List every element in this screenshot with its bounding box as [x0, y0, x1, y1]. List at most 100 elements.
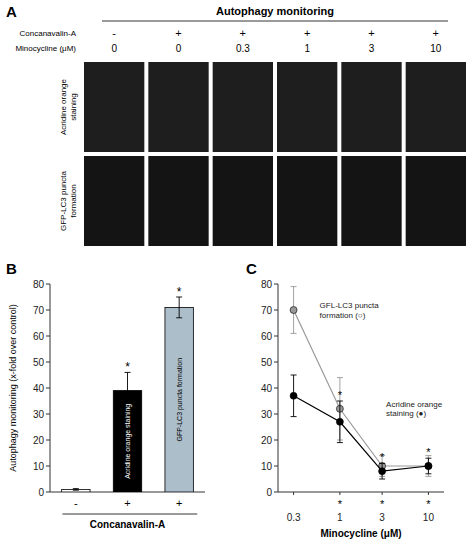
column-sign: + [240, 27, 246, 39]
significance-mark: * [338, 389, 343, 401]
y-tick-label: 20 [33, 435, 45, 446]
significance-mark: * [426, 498, 431, 510]
error-bar [125, 372, 131, 408]
column-label: 3 [369, 43, 375, 54]
y-tick [274, 362, 278, 363]
error-bar [425, 456, 431, 477]
x-tick [293, 492, 294, 495]
y-tick-label: 30 [33, 409, 45, 420]
y-tick-label: 50 [33, 357, 45, 368]
point [336, 418, 343, 425]
error-bar [425, 458, 431, 474]
bar-label: GFP-LC3 puncta formation [176, 358, 184, 442]
error-bar-stem [179, 297, 180, 318]
error-bar-cap [425, 473, 431, 474]
header-rule [102, 21, 448, 22]
bar-texts: *Acridine orange staining*GFP-LC3 puncta… [124, 285, 184, 479]
y-tick [46, 284, 50, 285]
image-placeholder [213, 156, 273, 246]
text-line: GFL-LC3 puncta [320, 301, 380, 310]
y-tick-label: 80 [33, 279, 45, 290]
panel-letter: A [6, 3, 17, 20]
y-tick [46, 414, 50, 415]
y-tick-label: 0 [266, 487, 272, 498]
y-tick-label: 40 [33, 383, 45, 394]
x-axis-label: Minocycline (μM) [320, 528, 401, 539]
y-tick-label: 10 [261, 461, 273, 472]
row-label: Concanavalin-A [20, 29, 77, 38]
series [290, 287, 432, 477]
column-label: 10 [430, 43, 442, 54]
significance-mark: * [426, 446, 431, 458]
image-placeholder [277, 62, 337, 152]
error-bar-cap [291, 375, 297, 376]
y-tick [46, 440, 50, 441]
panel-letter: C [246, 260, 257, 277]
text-line: Acridine orange [59, 78, 68, 135]
text-line: formation [68, 184, 77, 217]
column-sign: + [175, 27, 181, 39]
y-tick-label: 40 [261, 383, 273, 394]
error-bar-stem [127, 372, 128, 408]
y-tick [46, 362, 50, 363]
error-bar-cap [425, 476, 431, 477]
bar-label: Acridine orange staining [124, 404, 132, 479]
y-tick [274, 310, 278, 311]
y-tick [46, 336, 50, 337]
bar [62, 489, 90, 492]
x-tick-label: + [176, 497, 182, 509]
column-sign: + [433, 27, 439, 39]
bar [113, 391, 141, 492]
y-tick [46, 310, 50, 311]
y-tick [274, 440, 278, 441]
y-tick [274, 336, 278, 337]
x-tick [428, 492, 429, 495]
error-bar-cap [379, 479, 385, 480]
error-bar-cap [337, 442, 343, 443]
image-placeholder [341, 156, 401, 246]
image-placeholder [341, 62, 401, 152]
point [425, 463, 432, 470]
y-tick-label: 20 [261, 435, 273, 446]
point [290, 392, 297, 399]
x-tick-label: + [124, 497, 130, 509]
y-tick [274, 284, 278, 285]
image-placeholder [148, 62, 208, 152]
point [425, 463, 432, 470]
text-line: staining [68, 93, 77, 121]
x-tick-label: 10 [423, 512, 435, 523]
y-tick-label: 50 [261, 357, 273, 368]
image-row-label: Acridine orangestaining [59, 78, 77, 135]
error-bar-cap [73, 488, 79, 489]
point [290, 307, 297, 314]
bars [62, 297, 194, 492]
y-axis-label: Autophagy monitoring (x-fold over contro… [8, 304, 18, 472]
column-label: 0 [176, 43, 182, 54]
error-bar-cap [291, 333, 297, 334]
y-tick [274, 466, 278, 467]
error-bar-cap [337, 377, 343, 378]
error-bar-cap [176, 317, 182, 318]
y-tick-label: 0 [38, 487, 44, 498]
panel-line: C010203040506070800.31310Minocycline (μM… [246, 260, 444, 539]
point [379, 468, 386, 475]
x-tick-label: 3 [379, 512, 385, 523]
x-tick-label: - [74, 497, 78, 509]
error-bar-cap [291, 416, 297, 417]
error-bar [176, 297, 182, 318]
y-tick-label: 60 [33, 331, 45, 342]
y-tick [46, 492, 50, 493]
column-label: 1 [304, 43, 310, 54]
text-line: Acridine orange [386, 399, 443, 408]
panel-header: Autophagy monitoring [216, 5, 334, 17]
y-tick-label: 70 [261, 305, 273, 316]
column-sign: + [304, 27, 310, 39]
significance-mark: * [125, 360, 130, 374]
image-placeholder [84, 62, 144, 152]
row-label: Minocycline (μM) [15, 44, 76, 53]
image-placeholder [84, 156, 144, 246]
error-bar [73, 489, 79, 491]
y-tick-label: 60 [261, 331, 273, 342]
image-placeholder [277, 156, 337, 246]
error-bar [291, 375, 297, 417]
